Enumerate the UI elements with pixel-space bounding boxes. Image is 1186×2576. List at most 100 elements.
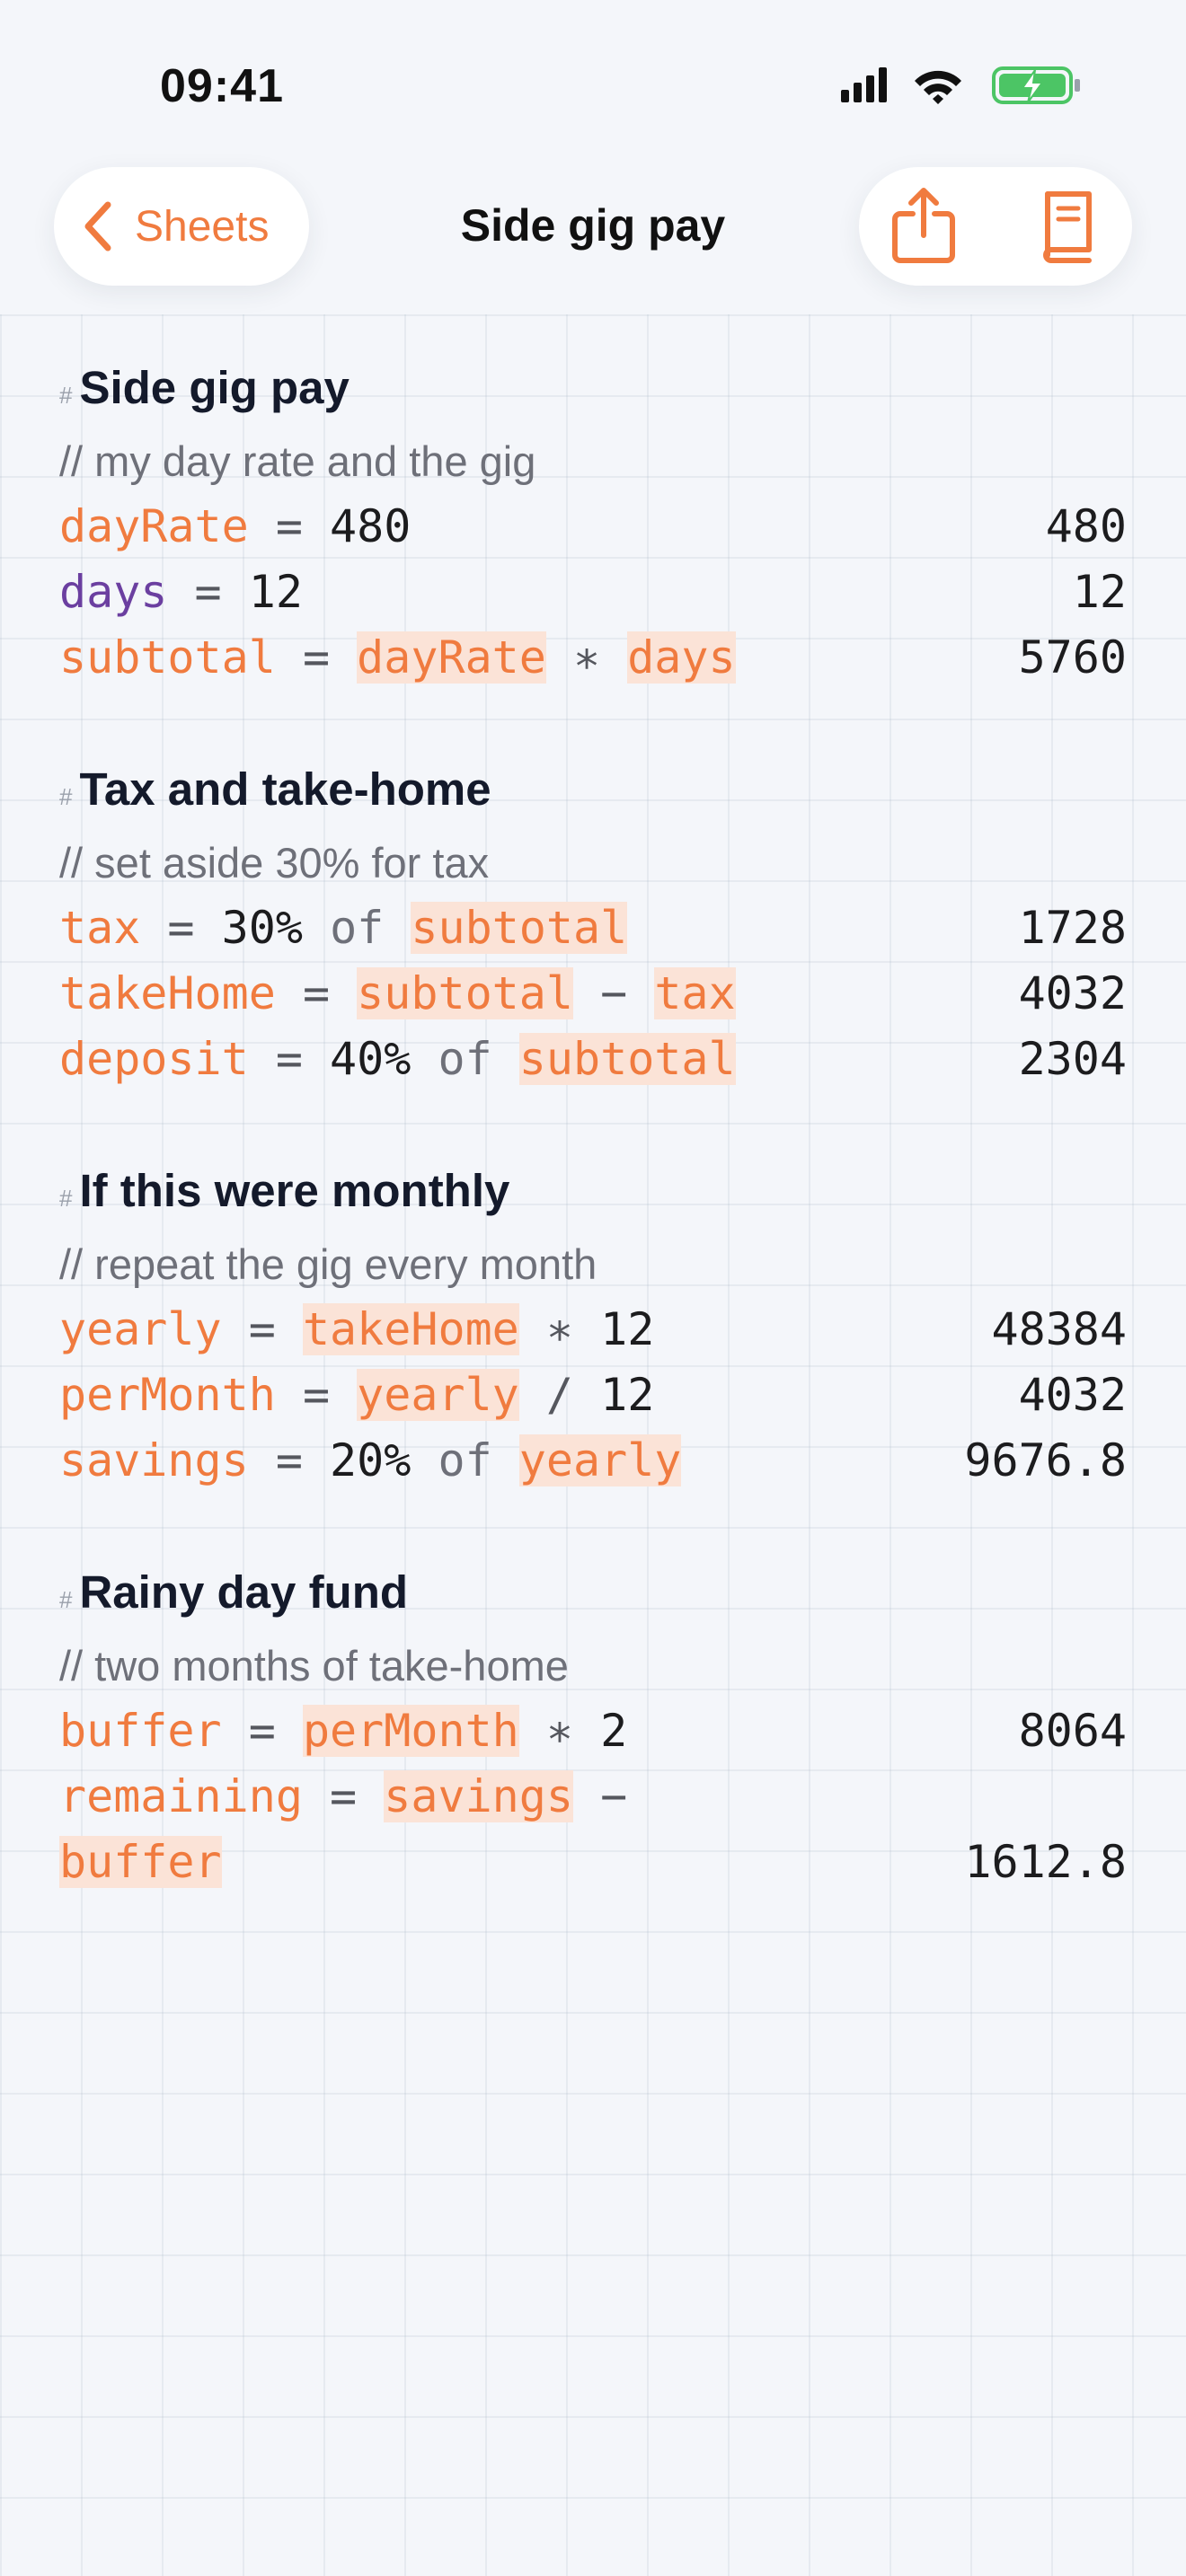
comment-line: // my day rate and the gig	[59, 437, 536, 485]
back-label[interactable]: Sheets	[135, 202, 270, 251]
token-num: 2	[600, 1705, 628, 1757]
line-result: 4032	[1018, 1369, 1127, 1421]
blank-line	[59, 691, 1127, 756]
heading-marker: #	[59, 1185, 73, 1212]
token-ref: subtotal	[357, 967, 573, 1019]
token-var: buffer	[59, 1705, 222, 1757]
token-op: =	[302, 1369, 331, 1421]
token-op: =	[275, 1434, 303, 1486]
token-word: of	[438, 1033, 492, 1085]
sheet-editor: # Side gig pay// my day rate and the gig d…	[59, 355, 1127, 1895]
token-op: =	[275, 1033, 303, 1085]
token-ref: savings	[384, 1770, 573, 1822]
token-op: =	[302, 631, 331, 684]
token-var: deposit	[59, 1033, 249, 1085]
expression: tax = 30% of subtotal	[59, 895, 628, 961]
token-op: ∗	[572, 631, 601, 684]
expression: dayRate = 480	[59, 494, 411, 560]
back-button[interactable]: Sheets	[54, 167, 309, 286]
token-num: 12	[600, 1369, 655, 1421]
token-op: −	[600, 1770, 628, 1822]
expression: savings = 20% of yearly	[59, 1428, 682, 1494]
code-line: perMonth = yearly / 12 4032	[59, 1363, 1127, 1428]
code-line: takeHome = subtotal − tax 4032	[59, 961, 1127, 1027]
comment-line: // two months of take-home	[59, 1642, 569, 1689]
line-result: 1728	[1018, 902, 1127, 954]
action-pill	[859, 167, 1132, 286]
share-button[interactable]	[888, 187, 960, 268]
expression: deposit = 40% of subtotal	[59, 1027, 736, 1092]
token-op: =	[248, 1705, 276, 1757]
code-line: subtotal = dayRate ∗ days 5760	[59, 625, 1127, 691]
token-var: perMonth	[59, 1369, 276, 1421]
token-var: savings	[59, 1434, 249, 1486]
token-ref: perMonth	[302, 1705, 519, 1757]
code-line: days = 12 12	[59, 560, 1127, 625]
heading-text: If this were monthly	[79, 1165, 510, 1216]
token-num: 40%	[330, 1033, 412, 1085]
section-heading: # Side gig pay	[59, 355, 1127, 428]
section-heading: # Tax and take-home	[59, 756, 1127, 830]
code-line: savings = 20% of yearly 9676.8	[59, 1428, 1127, 1494]
section-heading: # Rainy day fund	[59, 1559, 1127, 1633]
token-num: 480	[330, 500, 412, 552]
token-op: /	[545, 1369, 573, 1421]
token-ref: takeHome	[302, 1303, 519, 1355]
token-ref: subtotal	[518, 1033, 736, 1085]
token-op: =	[248, 1303, 276, 1355]
comment-line: // set aside 30% for tax	[59, 839, 490, 887]
token-var: subtotal	[59, 631, 276, 684]
expression: subtotal = dayRate ∗ days	[59, 625, 736, 691]
blank-line	[59, 1494, 1127, 1559]
section-heading: # If this were monthly	[59, 1158, 1127, 1231]
token-ref: days	[627, 631, 736, 684]
token-var: takeHome	[59, 967, 276, 1019]
line-result: 8064	[1018, 1705, 1127, 1757]
token-ref: yearly	[518, 1434, 682, 1486]
token-word: of	[330, 902, 385, 954]
blank-line	[59, 1092, 1127, 1158]
token-op: =	[194, 566, 222, 618]
status-time: 09:41	[160, 60, 284, 112]
token-op: =	[302, 967, 331, 1019]
code-line: dayRate = 480 480	[59, 494, 1127, 560]
token-op: ∗	[545, 1705, 573, 1757]
nav-title: Side gig pay	[460, 200, 726, 251]
token-ref: yearly	[357, 1369, 519, 1421]
expression: perMonth = yearly / 12	[59, 1363, 654, 1428]
heading-marker: #	[59, 1586, 73, 1613]
token-ref: dayRate	[357, 631, 546, 684]
status-icons	[841, 66, 1080, 104]
expression: yearly = takeHome ∗ 12	[59, 1297, 654, 1363]
line-result: 48384	[991, 1303, 1127, 1355]
code-line: remaining = savings − buffer 1612.8	[59, 1764, 1127, 1895]
token-op: =	[330, 1770, 358, 1822]
expression: days = 12	[59, 560, 303, 625]
expression: buffer = perMonth ∗ 2	[59, 1698, 627, 1764]
line-result: 12	[1072, 566, 1127, 618]
token-op: =	[167, 902, 195, 954]
line-result: 1612.8	[964, 1836, 1127, 1888]
line-result: 4032	[1018, 967, 1127, 1019]
heading-text: Tax and take-home	[79, 763, 491, 815]
heading-text: Side gig pay	[79, 362, 350, 413]
code-line: buffer = perMonth ∗ 2 8064	[59, 1698, 1127, 1764]
code-line: deposit = 40% of subtotal 2304	[59, 1027, 1127, 1092]
line-result: 5760	[1018, 631, 1127, 684]
line-result: 9676.8	[964, 1434, 1127, 1486]
back-chevron	[84, 201, 111, 251]
expression: remaining = savings − buffer	[59, 1764, 778, 1895]
token-var: yearly	[59, 1303, 222, 1355]
token-ref: tax	[654, 967, 736, 1019]
token-num: 30%	[221, 902, 303, 954]
token-op: =	[275, 500, 303, 552]
docs-button[interactable]	[1037, 187, 1100, 268]
code-line: yearly = takeHome ∗ 12 48384	[59, 1297, 1127, 1363]
token-num: 12	[248, 566, 303, 618]
heading-marker: #	[59, 382, 73, 409]
token-ref: subtotal	[411, 902, 628, 954]
expression: takeHome = subtotal − tax	[59, 961, 736, 1027]
token-var: tax	[59, 902, 141, 954]
code-line: tax = 30% of subtotal 1728	[59, 895, 1127, 961]
